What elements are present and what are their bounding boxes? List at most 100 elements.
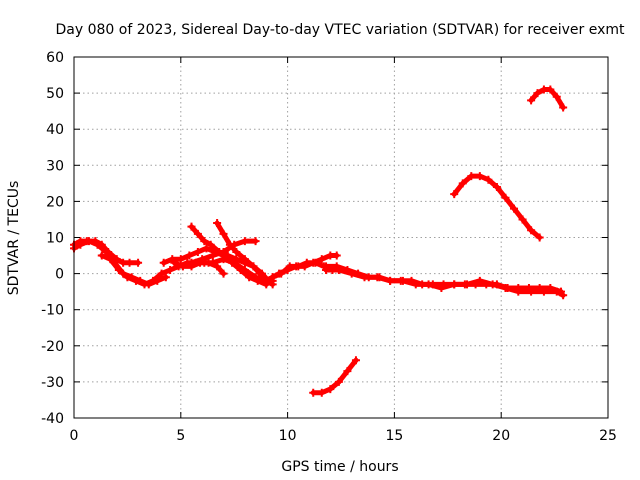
data-point — [514, 287, 523, 296]
data-point — [424, 280, 433, 289]
series-arc-12 — [322, 265, 568, 300]
y-tick-label: 50 — [46, 86, 64, 102]
data-point — [343, 367, 352, 376]
data-point — [334, 265, 343, 274]
x-tick-label: 15 — [385, 428, 403, 444]
data-point — [268, 273, 277, 282]
y-tick-label: 40 — [46, 122, 64, 138]
data-point — [458, 179, 467, 188]
data-point — [84, 237, 93, 246]
data-point — [149, 276, 158, 285]
data-point — [533, 89, 542, 98]
data-point — [245, 273, 254, 282]
data-point — [206, 240, 215, 249]
data-point — [309, 388, 318, 397]
data-point — [159, 258, 168, 267]
data-point — [134, 258, 143, 267]
x-tick-label: 5 — [176, 428, 185, 444]
data-point — [450, 280, 459, 289]
x-axis-label: GPS time / hours — [281, 459, 398, 475]
data-point — [334, 377, 343, 386]
data-point — [552, 287, 561, 296]
data-point — [317, 255, 326, 264]
data-point — [322, 265, 331, 274]
data-point — [204, 258, 213, 267]
data-point — [187, 258, 196, 267]
data-point — [360, 273, 369, 282]
data-point — [510, 204, 519, 213]
data-point — [193, 247, 202, 256]
series-arc-13 — [309, 356, 360, 397]
y-tick-label: 60 — [46, 50, 64, 66]
data-point — [326, 385, 335, 394]
data-point — [467, 172, 476, 181]
data-point — [232, 255, 241, 264]
data-point — [232, 247, 241, 256]
y-tick-label: -20 — [41, 339, 64, 355]
data-point — [488, 280, 497, 289]
x-tick-label: 20 — [492, 428, 510, 444]
data-point — [240, 255, 249, 264]
data-point — [332, 251, 341, 260]
data-point — [157, 269, 166, 278]
y-tick-label: 0 — [55, 267, 64, 283]
grid — [74, 57, 608, 418]
data-point — [501, 284, 510, 293]
data-point — [294, 262, 303, 271]
data-point — [285, 262, 294, 271]
data-point — [93, 240, 102, 249]
y-tick-label: 10 — [46, 231, 64, 247]
data-point — [251, 237, 260, 246]
data-point — [559, 103, 568, 112]
data-point — [484, 175, 493, 184]
data-point — [373, 273, 382, 282]
data-point — [166, 265, 175, 274]
data-point — [501, 193, 510, 202]
data-point — [223, 251, 232, 260]
data-point — [411, 280, 420, 289]
y-tick-label: 30 — [46, 158, 64, 174]
series-arc-6 — [213, 219, 277, 289]
data-point — [255, 269, 264, 278]
data-point — [268, 280, 277, 289]
data-point — [213, 262, 222, 271]
data-point — [219, 229, 228, 238]
data-point — [302, 258, 311, 267]
data-point — [559, 291, 568, 300]
data-point — [253, 276, 262, 285]
data-point — [351, 356, 360, 365]
data-point — [208, 251, 217, 260]
data-point — [114, 265, 123, 274]
data-series-group — [70, 85, 568, 397]
data-point — [546, 85, 555, 94]
data-point — [230, 240, 239, 249]
data-point — [475, 172, 484, 181]
axis-ticks: 0 5 10 15 20 25 -40 -30 -20 -10 0 10 20 30 40 50 60 — [41, 50, 617, 444]
data-point — [518, 215, 527, 224]
data-point — [262, 276, 271, 285]
series-arc-14 — [450, 172, 544, 242]
data-point — [240, 237, 249, 246]
data-point — [102, 247, 111, 256]
data-point — [219, 247, 228, 256]
data-point — [97, 251, 106, 260]
data-point — [277, 269, 286, 278]
data-point — [450, 190, 459, 199]
data-point — [125, 258, 134, 267]
data-point — [398, 276, 407, 285]
data-point — [140, 280, 149, 289]
data-point — [539, 287, 548, 296]
data-point — [492, 182, 501, 191]
x-tick-label: 10 — [279, 428, 297, 444]
y-tick-label: -30 — [41, 375, 64, 391]
data-point — [527, 226, 536, 235]
y-tick-label: -10 — [41, 303, 64, 319]
x-tick-label: 25 — [599, 428, 617, 444]
y-tick-label: -40 — [41, 411, 64, 427]
data-point — [193, 229, 202, 238]
data-point — [249, 262, 258, 271]
data-point — [202, 244, 211, 253]
data-point — [527, 96, 536, 105]
series-arc-15 — [527, 85, 568, 112]
data-point — [185, 251, 194, 260]
